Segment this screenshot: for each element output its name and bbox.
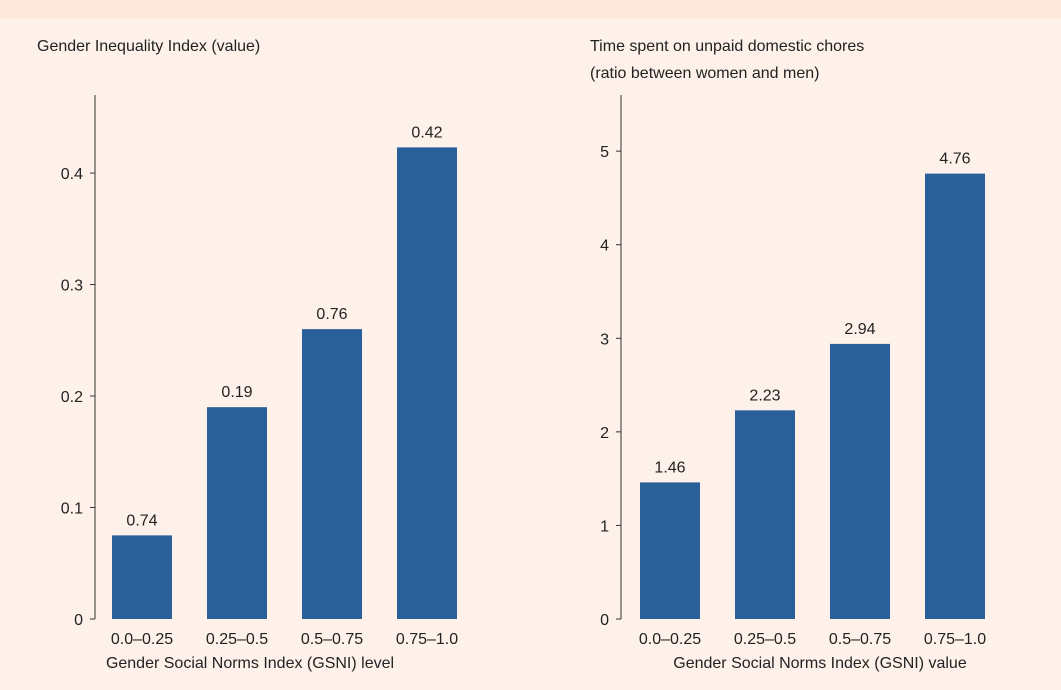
x-tick-label: 0.5–0.75 — [301, 631, 363, 648]
data-label: 2.94 — [844, 321, 875, 338]
data-label: 0.74 — [126, 512, 157, 529]
chart-title-line: Gender Inequality Index (value) — [37, 38, 260, 55]
chart-title: Gender Inequality Index (value) — [37, 38, 260, 55]
bar — [925, 173, 985, 619]
y-tick-label: 0 — [74, 612, 83, 629]
x-tick-label: 0.75–1.0 — [396, 631, 458, 648]
bar — [207, 407, 267, 619]
x-axis-title: Gender Social Norms Index (GSNI) level — [106, 655, 394, 672]
bar — [735, 410, 795, 619]
chart-title-line: Time spent on unpaid domestic chores — [590, 38, 864, 55]
chart-1: Gender Inequality Index (value) 0 0.1 0.2 0.… — [37, 38, 458, 672]
bar — [830, 343, 890, 619]
y-tick-label: 2 — [600, 425, 609, 442]
bar — [302, 329, 362, 619]
data-label: 4.76 — [939, 151, 970, 168]
chart-title: Time spent on unpaid domestic chores (rat… — [590, 38, 864, 82]
y-tick-label: 0.2 — [61, 389, 83, 406]
y-tick-label: 3 — [600, 331, 609, 348]
y-tick-label: 0.1 — [61, 501, 83, 518]
x-tick-label: 0.25–0.5 — [206, 631, 268, 648]
x-tick-label: 0.5–0.75 — [829, 631, 891, 648]
data-label: 0.19 — [221, 384, 252, 401]
chart-title-line: (ratio between women and men) — [590, 65, 819, 82]
y-tick-label: 5 — [600, 144, 609, 161]
y-tick-label: 0.3 — [61, 278, 83, 295]
data-label: 0.42 — [411, 124, 442, 141]
y-tick-label: 0 — [600, 612, 609, 629]
data-label: 1.46 — [654, 459, 685, 476]
top-band — [0, 0, 1061, 18]
bar — [112, 535, 172, 619]
chart-2: Time spent on unpaid domestic chores (rat… — [590, 38, 986, 672]
x-tick-label: 0.0–0.25 — [639, 631, 701, 648]
data-label: 0.76 — [316, 306, 347, 323]
x-axis-title: Gender Social Norms Index (GSNI) value — [673, 655, 967, 672]
bar — [397, 147, 457, 619]
y-tick-label: 4 — [600, 238, 609, 255]
x-tick-label: 0.0–0.25 — [111, 631, 173, 648]
bar — [640, 482, 700, 619]
y-tick-label: 1 — [600, 518, 609, 535]
data-label: 2.23 — [749, 387, 780, 404]
x-tick-label: 0.25–0.5 — [734, 631, 796, 648]
x-tick-label: 0.75–1.0 — [924, 631, 986, 648]
y-tick-label: 0.4 — [61, 166, 83, 183]
